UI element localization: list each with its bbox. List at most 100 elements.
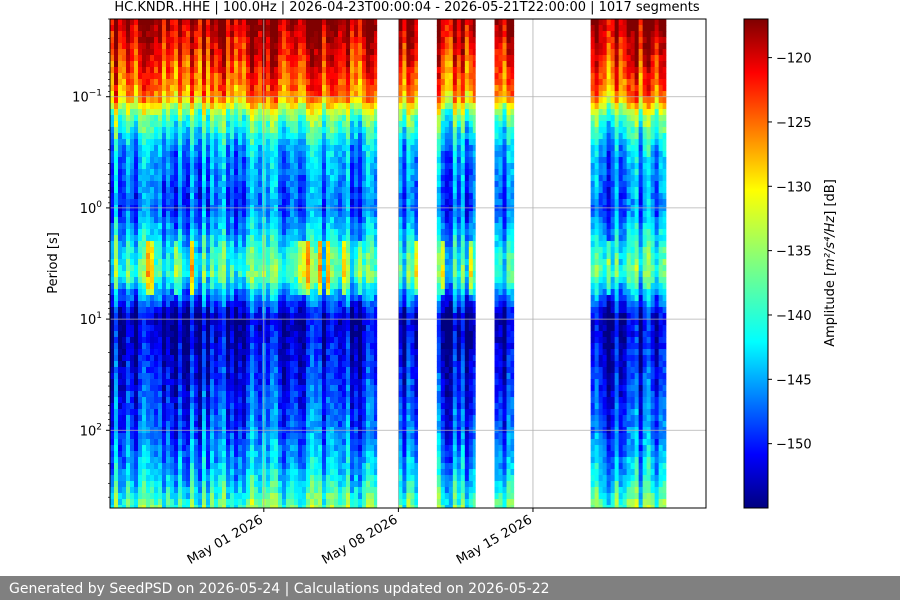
spectrogram-cell bbox=[238, 391, 243, 398]
spectrogram-cell bbox=[270, 241, 275, 248]
spectrogram-cell bbox=[226, 415, 231, 422]
spectrogram-cell bbox=[238, 169, 243, 176]
spectrogram-cell bbox=[238, 49, 243, 56]
spectrogram-cell bbox=[154, 265, 159, 272]
spectrogram-cell bbox=[350, 433, 355, 440]
spectrogram-cell bbox=[194, 343, 199, 350]
spectrogram-cell bbox=[326, 151, 331, 158]
spectrogram-cell bbox=[138, 193, 143, 200]
spectrogram-cell bbox=[154, 439, 159, 446]
spectrogram-cell bbox=[226, 151, 231, 158]
spectrogram-cell bbox=[230, 97, 235, 104]
spectrogram-cell bbox=[258, 199, 263, 206]
spectrogram-cell bbox=[350, 451, 355, 458]
spectrogram-cell bbox=[322, 487, 327, 494]
spectrogram-cell bbox=[198, 349, 203, 356]
spectrogram-cell bbox=[314, 361, 319, 368]
spectrogram-cell bbox=[130, 127, 135, 134]
spectrogram-cell bbox=[290, 85, 295, 92]
spectrogram-cell bbox=[282, 409, 287, 416]
spectrogram-cell bbox=[142, 421, 147, 428]
spectrogram-cell bbox=[314, 307, 319, 314]
spectrogram-cell bbox=[174, 43, 179, 50]
spectrogram-cell bbox=[282, 259, 287, 266]
spectrogram-cell bbox=[334, 157, 339, 164]
spectrogram-cell bbox=[114, 193, 119, 200]
spectrogram-cell bbox=[346, 325, 351, 332]
spectrogram-cell bbox=[110, 235, 115, 242]
spectrogram-cell bbox=[314, 217, 319, 224]
spectrogram-cell bbox=[226, 109, 231, 116]
spectrogram-cell bbox=[214, 289, 219, 296]
spectrogram-cell bbox=[318, 49, 323, 56]
spectrogram-cell bbox=[202, 385, 207, 392]
spectrogram-cell bbox=[130, 391, 135, 398]
spectrogram-cell bbox=[238, 223, 243, 230]
spectrogram-cell bbox=[302, 475, 307, 482]
spectrogram-cell bbox=[142, 49, 147, 56]
spectrogram-cell bbox=[138, 415, 143, 422]
spectrogram-cell bbox=[134, 343, 139, 350]
spectrogram-cell bbox=[182, 451, 187, 458]
spectrogram-cell bbox=[210, 121, 215, 128]
spectrogram-cell bbox=[230, 199, 235, 206]
spectrogram-cell bbox=[186, 19, 191, 26]
spectrogram-cell bbox=[278, 157, 283, 164]
spectrogram-cell bbox=[134, 349, 139, 356]
spectrogram-cell bbox=[266, 283, 271, 290]
spectrogram-cell bbox=[350, 253, 355, 260]
spectrogram-cell bbox=[202, 259, 207, 266]
spectrogram-cell bbox=[254, 391, 259, 398]
spectrogram-cell bbox=[222, 247, 227, 254]
spectrogram-cell bbox=[158, 175, 163, 182]
spectrogram-cell bbox=[182, 25, 187, 32]
spectrogram-cell bbox=[126, 505, 131, 509]
spectrogram-cell bbox=[266, 415, 271, 422]
spectrogram-cell bbox=[286, 169, 291, 176]
spectrogram-cell bbox=[250, 199, 255, 206]
spectrogram-cell bbox=[226, 289, 231, 296]
spectrogram-cell bbox=[130, 139, 135, 146]
spectrogram-cell bbox=[110, 109, 115, 116]
spectrogram-cell bbox=[110, 103, 115, 110]
spectrogram-cell bbox=[278, 271, 283, 278]
spectrogram-cell bbox=[154, 307, 159, 314]
spectrogram-cell bbox=[338, 43, 343, 50]
spectrogram-cell bbox=[334, 463, 339, 470]
spectrogram-cell bbox=[250, 415, 255, 422]
spectrogram-cell bbox=[250, 409, 255, 416]
spectrogram-cell bbox=[298, 181, 303, 188]
spectrogram-cell bbox=[174, 55, 179, 62]
spectrogram-cell bbox=[310, 307, 315, 314]
spectrogram-cell bbox=[346, 457, 351, 464]
spectrogram-cell bbox=[274, 43, 279, 50]
spectrogram-cell bbox=[266, 337, 271, 344]
spectrogram-cell bbox=[146, 115, 151, 122]
spectrogram-cell bbox=[242, 325, 247, 332]
spectrogram-cell bbox=[218, 259, 223, 266]
spectrogram-cell bbox=[170, 85, 175, 92]
spectrogram-cell bbox=[350, 319, 355, 326]
spectrogram-cell bbox=[274, 193, 279, 200]
spectrogram-cell bbox=[302, 247, 307, 254]
spectrogram-cell bbox=[166, 451, 171, 458]
spectrogram-cell bbox=[238, 475, 243, 482]
spectrogram-cell bbox=[174, 157, 179, 164]
spectrogram-cell bbox=[158, 337, 163, 344]
spectrogram-cell bbox=[202, 457, 207, 464]
spectrogram-cell bbox=[134, 319, 139, 326]
spectrogram-cell bbox=[246, 313, 251, 320]
spectrogram-cell bbox=[150, 31, 155, 38]
spectrogram-cell bbox=[234, 259, 239, 266]
spectrogram-cell bbox=[226, 241, 231, 248]
spectrogram-cell bbox=[162, 25, 167, 32]
spectrogram-cell bbox=[234, 133, 239, 140]
spectrogram-cell bbox=[166, 61, 171, 68]
spectrogram-cell bbox=[170, 487, 175, 494]
spectrogram-cell bbox=[230, 307, 235, 314]
spectrogram-cell bbox=[146, 421, 151, 428]
spectrogram-cell bbox=[206, 61, 211, 68]
spectrogram-cell bbox=[338, 307, 343, 314]
spectrogram-cell bbox=[238, 25, 243, 32]
spectrogram-cell bbox=[174, 343, 179, 350]
